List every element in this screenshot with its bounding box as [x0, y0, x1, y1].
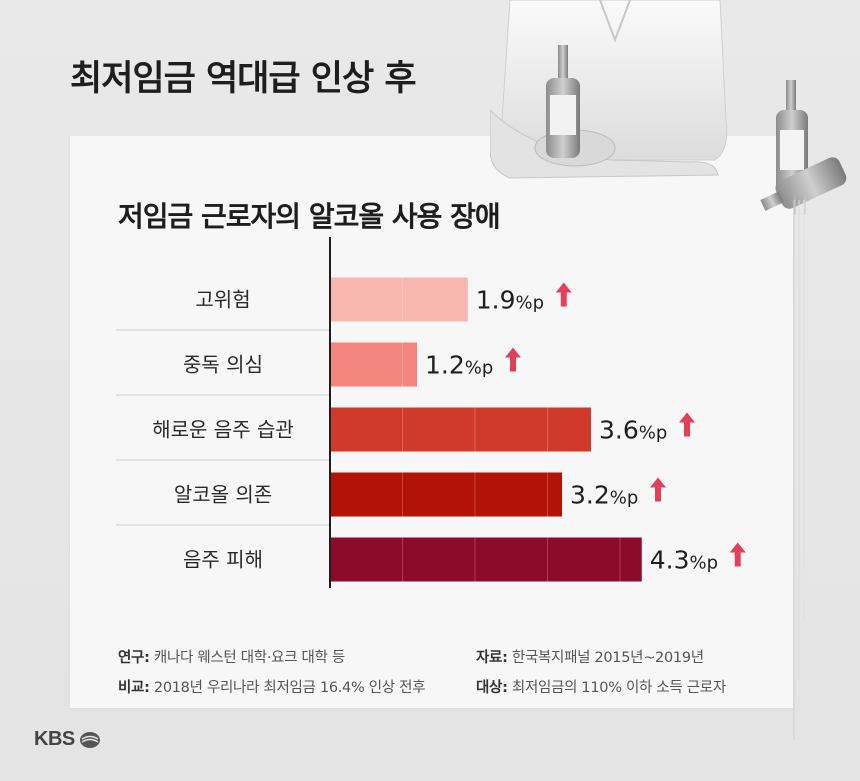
footer-research-value: 캐나다 웨스턴 대학·요크 대학 등	[153, 650, 345, 666]
category-label: 음주 피해	[183, 548, 263, 572]
bar	[330, 277, 468, 322]
kbs-logo-icon	[79, 731, 100, 748]
value-label: 3.2%p	[570, 481, 638, 510]
headline: 최저임금 역대급 인상 후	[70, 59, 417, 99]
value-label: 4.3%p	[650, 546, 718, 575]
kbs-logo: KBS	[34, 728, 101, 751]
kbs-logo-text: KBS	[34, 728, 75, 750]
category-label: 고위험	[195, 288, 250, 312]
footer-research: 연구: 캐나다 웨스턴 대학·요크 대학 등	[118, 646, 345, 667]
footer-source-label: 자료:	[476, 650, 508, 666]
footer-compare-value: 2018년 우리나라 최저임금 16.4% 인상 전후	[153, 680, 426, 696]
footer-source-value: 한국복지패널 2015년~2019년	[511, 650, 704, 666]
category-label: 중독 의심	[183, 353, 263, 377]
up-arrow-icon	[555, 282, 572, 307]
value-label: 3.6%p	[599, 416, 667, 445]
footer-compare: 비교: 2018년 우리나라 최저임금 16.4% 인상 전후	[118, 676, 426, 697]
up-arrow-icon	[729, 542, 746, 567]
up-arrow-icon	[650, 477, 666, 502]
chart-title: 저임금 근로자의 알코올 사용 장애	[118, 200, 501, 233]
footer-target-label: 대상:	[476, 680, 508, 696]
bar	[330, 472, 562, 517]
bar	[330, 537, 642, 582]
footer-target-value: 최저임금의 110% 이하 소득 근로자	[511, 680, 726, 696]
up-arrow-icon	[505, 347, 521, 372]
footer-compare-label: 비교:	[118, 680, 150, 696]
footer-target: 대상: 최저임금의 110% 이하 소득 근로자	[476, 676, 726, 697]
value-label: 1.2%p	[425, 351, 493, 380]
person-with-bottles-illustration	[490, 0, 847, 215]
bottle-reflection	[793, 200, 805, 740]
bar	[330, 342, 417, 387]
category-label: 해로운 음주 습관	[152, 418, 294, 442]
up-arrow-icon	[679, 412, 695, 437]
bar	[330, 407, 591, 452]
value-label: 1.9%p	[476, 286, 544, 315]
footer-source: 자료: 한국복지패널 2015년~2019년	[476, 646, 704, 667]
category-label: 알코올 의존	[174, 483, 272, 507]
footer-research-label: 연구:	[118, 650, 150, 666]
